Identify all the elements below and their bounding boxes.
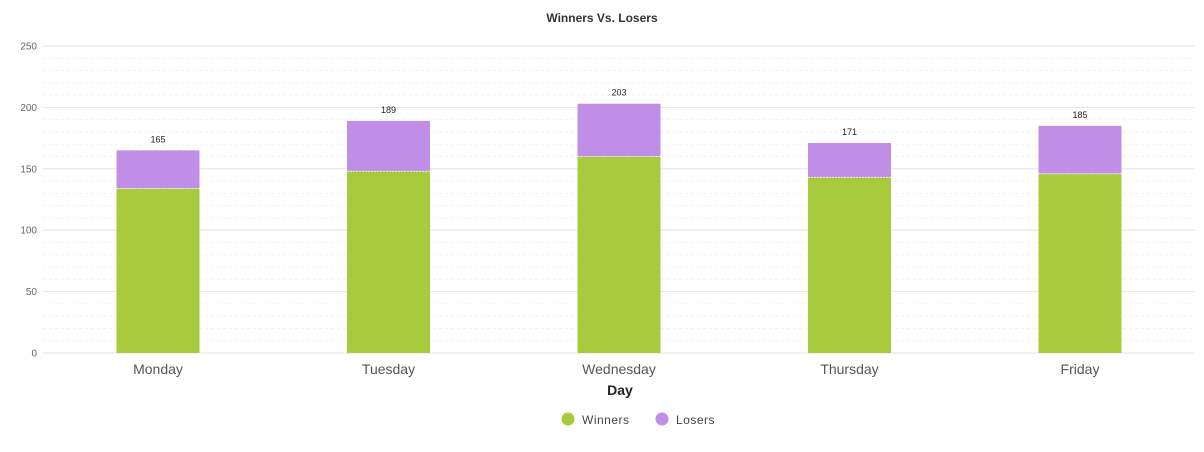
bar-winners-thursday — [808, 177, 891, 353]
bar-winners-tuesday — [347, 171, 430, 353]
y-axis-ticks: 0 50 100 150 200 250 — [20, 42, 37, 360]
bar-winners-monday — [116, 188, 200, 353]
y-tick-label: 50 — [26, 287, 38, 298]
y-tick-label: 0 — [31, 349, 37, 360]
total-label: 203 — [611, 88, 626, 98]
legend-swatch — [655, 412, 669, 426]
x-tick-label: Tuesday — [362, 361, 415, 377]
legend-item-losers[interactable]: Losers — [655, 412, 716, 428]
chart-title: Winners Vs. Losers — [546, 11, 658, 25]
bar-losers-wednesday — [577, 103, 661, 157]
bar-losers-thursday — [808, 143, 891, 178]
legend: Winners Losers — [561, 412, 716, 428]
legend-label: Winners — [582, 413, 630, 427]
bar-losers-monday — [116, 150, 200, 189]
x-tick-label: Monday — [133, 361, 183, 377]
x-tick-label: Wednesday — [582, 361, 656, 377]
total-label: 185 — [1072, 110, 1087, 120]
bar-winners-friday — [1038, 173, 1122, 353]
bars: 165 189 203 171 185 — [116, 88, 1122, 353]
bar-losers-tuesday — [347, 120, 430, 172]
bar-losers-friday — [1038, 125, 1122, 174]
x-tick-label: Friday — [1061, 361, 1100, 377]
total-label: 171 — [842, 127, 857, 137]
legend-item-winners[interactable]: Winners — [561, 412, 630, 428]
x-axis-ticks: Monday Tuesday Wednesday Thursday Friday — [133, 361, 1099, 377]
total-label: 189 — [381, 105, 396, 115]
y-tick-label: 150 — [20, 164, 37, 175]
y-tick-label: 200 — [20, 103, 37, 114]
legend-label: Losers — [676, 413, 715, 427]
x-tick-label: Thursday — [820, 361, 878, 377]
legend-swatch — [561, 412, 575, 426]
y-tick-label: 100 — [20, 226, 37, 237]
y-tick-label: 250 — [20, 42, 37, 53]
bar-winners-wednesday — [577, 156, 661, 353]
x-axis-label: Day — [607, 382, 633, 398]
total-label: 165 — [150, 134, 165, 144]
